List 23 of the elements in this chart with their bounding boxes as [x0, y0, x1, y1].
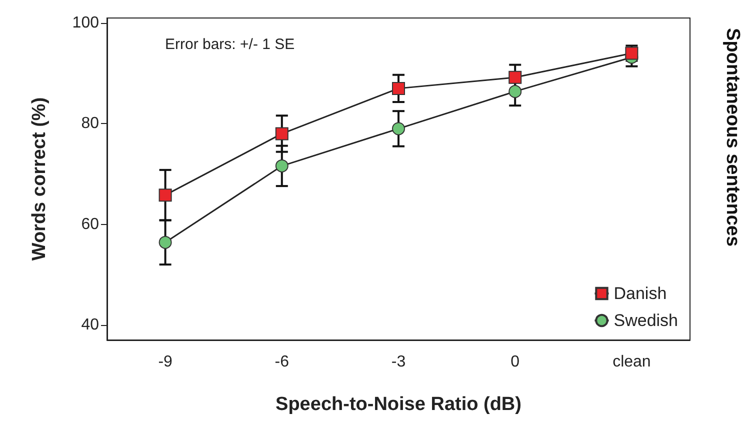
x-tick-label: 0: [510, 354, 520, 370]
y-tick-label: 60: [81, 216, 100, 233]
point: [392, 82, 405, 95]
legend-label: Danish: [614, 284, 667, 303]
y-tick-label: 40: [81, 316, 100, 334]
point: [158, 236, 172, 249]
point: [508, 84, 522, 98]
x-tick-label: -3: [391, 354, 406, 370]
y-tick-label: 100: [72, 14, 100, 32]
x-axis-title: Speech-to-Noise Ratio (dB): [276, 394, 522, 415]
point: [275, 159, 288, 172]
point: [158, 188, 172, 202]
x-tick-label: -6: [274, 354, 290, 370]
y-tick-label: 80: [81, 115, 100, 132]
annotation: Error bars: +/- 1 SE: [165, 36, 295, 53]
x-tick-label: -9: [158, 354, 173, 370]
point: [508, 70, 522, 84]
legend-label: Swedish: [614, 311, 678, 330]
y-axis-title: Words correct (%): [29, 97, 50, 261]
text: Spontaneous sentences: [722, 28, 743, 247]
point: [275, 127, 288, 140]
x-tick-label: clean: [612, 354, 651, 370]
point: [392, 122, 405, 136]
